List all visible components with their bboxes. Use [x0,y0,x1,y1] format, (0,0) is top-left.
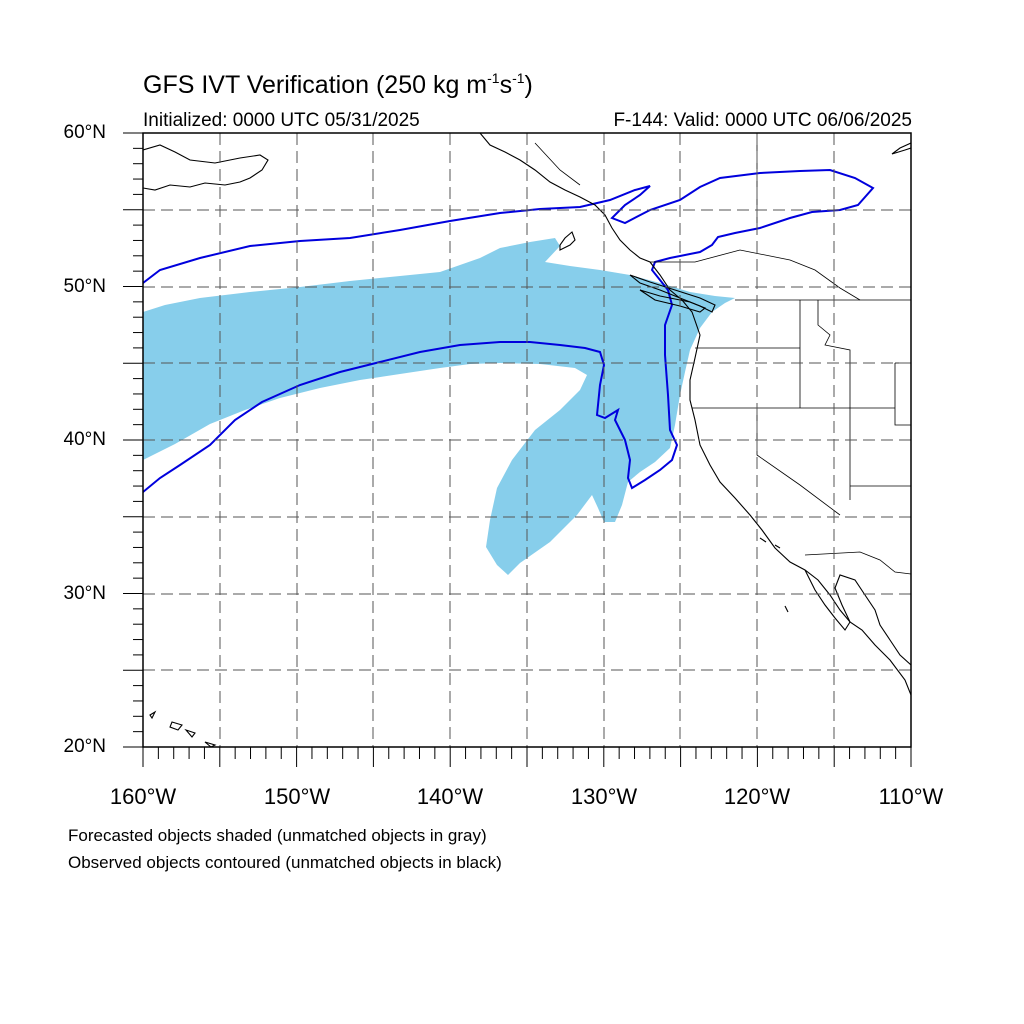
gridlines [143,133,911,747]
lon-label-140w: 140°W [416,784,484,809]
forecast-ivt-object [143,238,735,575]
valid-time-label: F-144: Valid: 0000 UTC 06/06/2025 [613,110,912,131]
tick-marks [123,132,912,767]
legend-forecast-note: Forecasted objects shaded (unmatched obj… [68,826,487,845]
lat-label-20: 20°N [63,736,106,757]
legend-observed-note: Observed objects contoured (unmatched ob… [68,853,502,872]
initialized-label: Initialized: 0000 UTC 05/31/2025 [143,110,420,131]
lon-label-150w: 150°W [263,784,331,809]
lon-label-130w: 130°W [570,784,638,809]
map-title: GFS IVT Verification (250 kg m-1s-1) [143,70,533,99]
coastlines [143,133,911,747]
lon-label-160w: 160°W [109,784,177,809]
political-boundaries [534,133,911,575]
lat-label-40: 40°N [63,429,106,450]
lon-label-110w: 110°W [878,784,944,809]
lat-label-30: 30°N [63,583,106,604]
lon-label-120w: 120°W [723,784,791,809]
lat-label-50: 50°N [63,276,106,297]
lat-label-60: 60°N [63,122,106,143]
